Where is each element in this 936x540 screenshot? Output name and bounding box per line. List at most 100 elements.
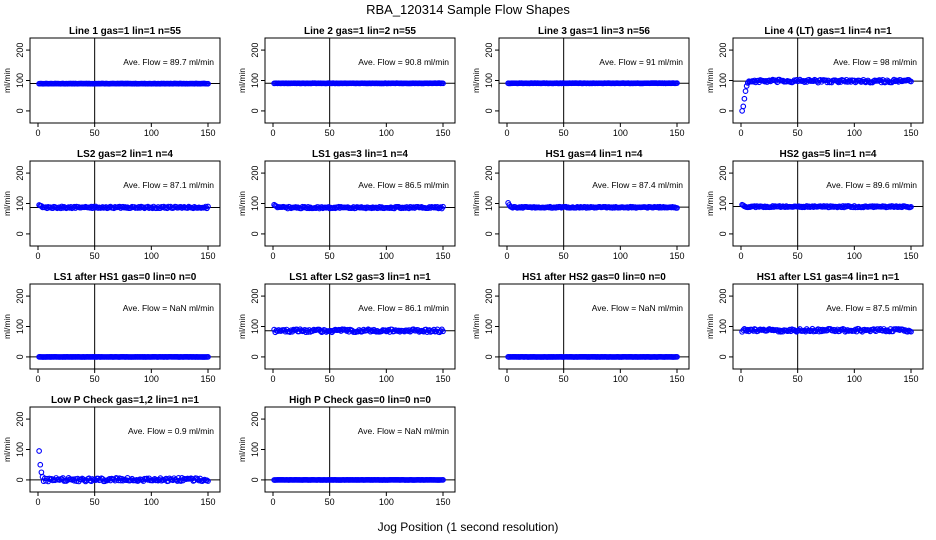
y-tick-label: 200	[250, 43, 260, 58]
data-point	[36, 448, 42, 454]
panel-title: LS1 after HS1 gas=0 lin=0 n=0	[54, 272, 197, 283]
panel: HS1 gas=4 lin=1 n=4 0 50 100 150 0 100 200ml/mi…	[471, 149, 690, 261]
x-tick-label: 150	[200, 251, 215, 261]
x-tick-label: 100	[379, 374, 394, 384]
x-tick-label: 100	[613, 128, 628, 138]
plot-frame	[29, 160, 221, 247]
y-tick-label: 0	[250, 231, 260, 236]
y-tick-label: 200	[15, 412, 25, 427]
y-tick-label: 0	[484, 354, 494, 359]
data-series	[271, 80, 446, 87]
y-tick-label: 200	[250, 166, 260, 181]
x-tick-label: 0	[270, 374, 275, 384]
y-tick-label: 0	[718, 108, 728, 113]
average-flow-annotation: Ave. Flow = 86.1 ml/min	[358, 303, 449, 313]
data-point	[440, 328, 446, 335]
y-tick-label: 100	[250, 442, 260, 457]
panel: High P Check gas=0 lin=0 n=0 0 50 100 150 0 10…	[237, 395, 456, 507]
y-axis-label: ml/min	[705, 68, 715, 93]
plot-frame	[29, 37, 221, 124]
x-tick-label: 150	[200, 128, 215, 138]
panel: HS1 after LS1 gas=4 lin=1 n=1 0 50 100 150 0 1…	[705, 272, 924, 384]
x-tick-label: 150	[669, 251, 684, 261]
data-point	[810, 328, 817, 335]
plot-frame	[264, 160, 456, 247]
average-flow-annotation: Ave. Flow = 0.9 ml/min	[128, 426, 214, 436]
data-point	[743, 83, 750, 89]
data-point	[437, 204, 444, 210]
x-tick-label: 150	[435, 374, 450, 384]
x-tick-label: 50	[793, 251, 803, 261]
average-flow-annotation: Ave. Flow = 89.6 ml/min	[826, 180, 917, 190]
average-flow-annotation: Ave. Flow = 87.1 ml/min	[123, 180, 214, 190]
x-tick-label: 0	[35, 128, 40, 138]
x-tick-label: 100	[144, 128, 159, 138]
y-tick-label: 200	[718, 289, 728, 304]
x-tick-label: 50	[90, 251, 100, 261]
average-flow-annotation: Ave. Flow = NaN ml/min	[123, 303, 215, 313]
x-tick-label: 150	[669, 374, 684, 384]
y-axis-label: ml/min	[471, 191, 481, 216]
data-series	[36, 80, 211, 87]
data-point	[883, 328, 889, 335]
x-tick-label: 150	[903, 251, 918, 261]
panel: Line 4 (LT) gas=1 lin=4 n=1 0 50 100 150 0 100…	[705, 26, 924, 138]
panel: Line 3 gas=1 lin=3 n=56 0 50 100 150 0 100 200m…	[471, 26, 690, 138]
x-tick-label: 150	[435, 251, 450, 261]
x-tick-label: 100	[613, 374, 628, 384]
data-point	[908, 328, 914, 335]
x-tick-label: 100	[847, 374, 862, 384]
y-tick-label: 0	[15, 108, 25, 113]
data-series	[505, 200, 680, 211]
y-tick-label: 100	[15, 196, 25, 211]
average-flow-annotation: Ave. Flow = 90.8 ml/min	[358, 57, 449, 67]
data-point	[205, 80, 211, 87]
panel-title: High P Check gas=0 lin=0 n=0	[289, 395, 431, 406]
y-axis-label: ml/min	[237, 314, 247, 339]
y-axis-label: ml/min	[2, 191, 12, 216]
panel-title: LS1 gas=3 lin=1 n=4	[312, 149, 408, 160]
y-tick-label: 200	[484, 166, 494, 181]
data-point	[741, 95, 748, 102]
x-tick-label: 100	[379, 251, 394, 261]
data-point	[820, 328, 827, 334]
y-tick-label: 100	[718, 319, 728, 334]
panel-title: HS1 after HS2 gas=0 lin=0 n=0	[522, 272, 666, 283]
average-flow-annotation: Ave. Flow = 98 ml/min	[833, 57, 917, 67]
data-point	[38, 469, 45, 476]
y-tick-label: 200	[718, 43, 728, 58]
y-axis-label: ml/min	[2, 314, 12, 339]
panel: Low P Check gas=1,2 lin=1 n=1 0 50 100 150 0 1…	[2, 395, 221, 507]
panel: LS2 gas=2 lin=1 n=4 0 50 100 150 0 100 200ml/mi…	[2, 149, 221, 261]
y-tick-label: 0	[484, 231, 494, 236]
x-tick-label: 100	[144, 497, 159, 507]
x-tick-label: 0	[738, 251, 743, 261]
x-tick-label: 0	[270, 497, 275, 507]
x-tick-label: 100	[379, 128, 394, 138]
x-tick-label: 150	[903, 128, 918, 138]
data-point	[440, 477, 446, 483]
y-tick-label: 0	[250, 354, 260, 359]
y-axis-label: ml/min	[471, 314, 481, 339]
data-series	[739, 201, 914, 211]
data-point	[742, 88, 749, 94]
x-tick-label: 100	[847, 251, 862, 261]
y-axis-label: ml/min	[237, 437, 247, 462]
y-tick-label: 100	[484, 73, 494, 88]
y-tick-label: 100	[15, 73, 25, 88]
y-tick-label: 0	[15, 354, 25, 359]
x-tick-label: 0	[35, 374, 40, 384]
y-axis-label: ml/min	[705, 191, 715, 216]
panel: HS1 after HS2 gas=0 lin=0 n=0 0 50 100 150 0 1…	[471, 272, 690, 384]
panel-title: Line 4 (LT) gas=1 lin=4 n=1	[764, 26, 892, 37]
y-axis-label: ml/min	[237, 68, 247, 93]
panel-title: HS1 after LS1 gas=4 lin=1 n=1	[757, 272, 900, 283]
data-point	[792, 327, 799, 334]
y-axis-label: ml/min	[705, 314, 715, 339]
data-series	[739, 325, 914, 335]
average-flow-annotation: Ave. Flow = 89.7 ml/min	[123, 57, 214, 67]
panel-grid: Line 1 gas=1 lin=1 n=550 50 100 1500100200m…	[2, 26, 924, 507]
data-point	[205, 353, 211, 360]
y-tick-label: 200	[718, 166, 728, 181]
x-tick-label: 50	[325, 128, 335, 138]
